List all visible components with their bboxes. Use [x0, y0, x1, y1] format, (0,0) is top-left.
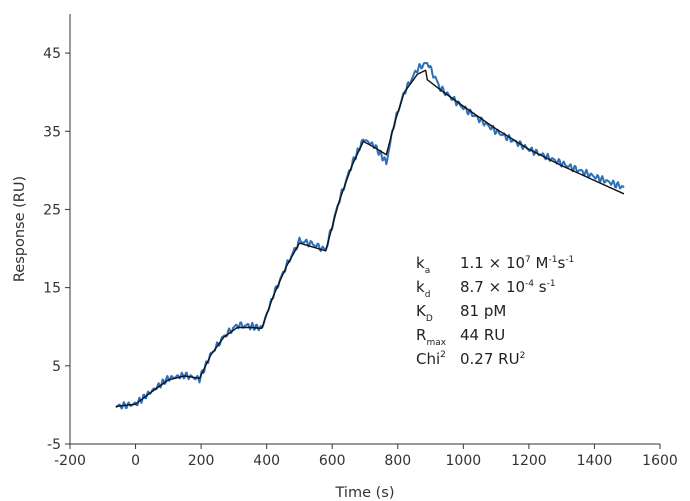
measured-response-line — [115, 61, 625, 410]
x-tick-label: 200 — [188, 453, 215, 469]
x-tick-label: 1400 — [577, 453, 613, 469]
annotation-value: 81 pM — [460, 302, 506, 320]
y-tick-label: 25 — [43, 202, 61, 218]
annotation-value: 44 RU — [460, 326, 505, 344]
y-tick-label: 35 — [43, 124, 61, 140]
annotation-value: 1.1 × 107 M-1s-1 — [460, 254, 574, 272]
y-tick-label: 15 — [43, 281, 61, 297]
x-tick-label: -200 — [54, 453, 86, 469]
annotation-symbol: ka — [416, 254, 430, 276]
x-tick-label: 1200 — [511, 453, 547, 469]
x-axis-title: Time (s) — [335, 485, 395, 501]
annotation-symbol: Chi2 — [416, 350, 446, 368]
x-tick-label: 400 — [253, 453, 280, 469]
x-tick-label: 800 — [384, 453, 411, 469]
y-tick-label: 45 — [43, 46, 61, 62]
x-tick-label: 1000 — [446, 453, 482, 469]
x-tick-label: 1600 — [642, 453, 678, 469]
fitted-model-line — [115, 69, 625, 408]
x-tick-label: 0 — [131, 453, 140, 469]
kinetics-annotation: ka 1.1 × 107 M-1s-1 kd 8.7 × 10-4 s-1 KD 81 p… — [416, 254, 574, 368]
x-tick-label: 600 — [319, 453, 346, 469]
annotation-symbol: KD — [416, 302, 433, 324]
y-axis-title: Response (RU) — [12, 176, 28, 282]
annotation-value: 0.27 RU2 — [460, 350, 525, 368]
y-tick-label: -5 — [47, 437, 61, 453]
annotation-symbol: Rmax — [416, 326, 447, 348]
annotation-symbol: kd — [416, 278, 430, 300]
axes: -200 0 200 400 600 800 1000 1200 1400 1600 -5 5 15 25… — [43, 14, 678, 469]
series-layer — [115, 61, 625, 410]
annotation-value: 8.7 × 10-4 s-1 — [460, 278, 556, 296]
y-tick-label: 5 — [52, 359, 61, 375]
